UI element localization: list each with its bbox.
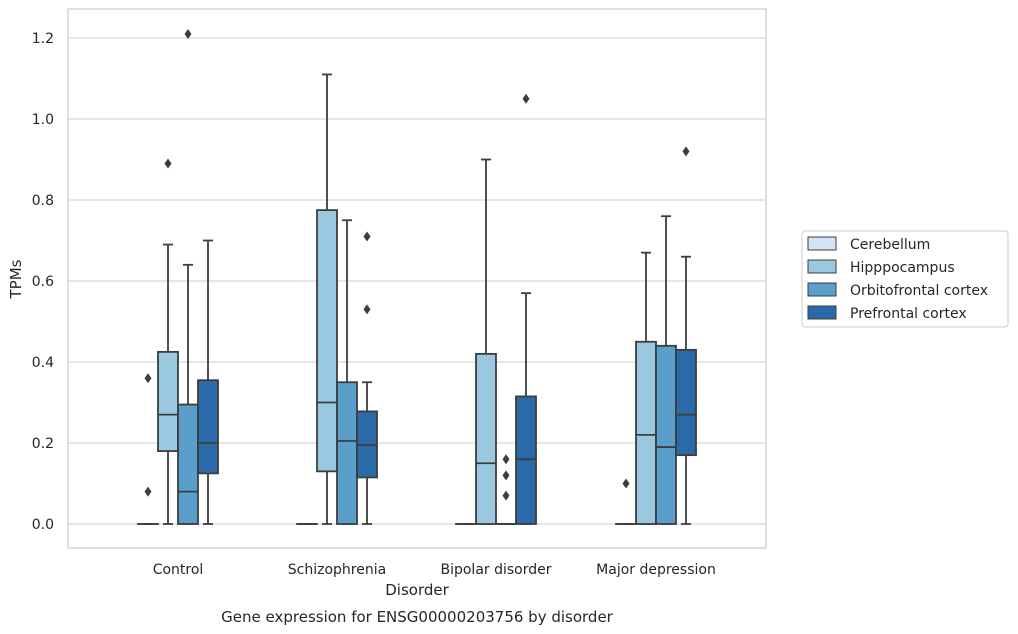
plot-area-frame (67, 8, 767, 549)
x-axis-ticks: Control Schizophrenia Bipolar disorder Majo… (153, 562, 716, 578)
outlier-marker (184, 28, 192, 39)
outlier-marker (682, 146, 690, 157)
box-iqr (655, 344, 677, 525)
legend-swatch (807, 305, 837, 320)
box-0-3 (615, 478, 637, 525)
legend-label: Orbitofrontal cortex (850, 283, 988, 299)
y-axis-ticks: 0.0 0.2 0.4 0.6 0.8 1.0 1.2 (32, 31, 54, 533)
box-iqr (157, 350, 179, 452)
outlier-marker (363, 231, 371, 242)
legend-label: Cerebellum (850, 237, 930, 253)
outlier-marker (622, 478, 630, 489)
box-1-1 (316, 73, 338, 525)
box-2-1 (336, 219, 358, 525)
outlier-marker (144, 486, 152, 497)
outlier-marker (522, 93, 530, 104)
box-0-0 (137, 373, 159, 525)
box-iqr (635, 340, 657, 525)
outlier-marker (502, 454, 510, 465)
legend-label: Hipppocampus (850, 260, 955, 276)
box-3-0 (197, 239, 219, 525)
box-2-2 (495, 454, 517, 525)
y-tick-label: 1.0 (32, 112, 54, 128)
x-axis-label: Disorder (385, 581, 449, 599)
outlier-marker (502, 490, 510, 501)
box-iqr (177, 403, 199, 525)
box-1-0 (157, 158, 179, 525)
box-iqr (197, 379, 219, 475)
outlier-marker (144, 373, 152, 384)
x-tick-label: Major depression (596, 562, 716, 578)
y-tick-label: 0.4 (32, 355, 54, 371)
box-2-3 (655, 215, 677, 525)
legend-label: Prefrontal cortex (850, 306, 967, 322)
box-3-3 (675, 146, 697, 525)
boxes (137, 28, 697, 525)
legend-swatch (807, 259, 837, 274)
box-3-1 (356, 231, 378, 525)
y-tick-label: 0.6 (32, 274, 54, 290)
y-tick-label: 0.8 (32, 193, 54, 209)
box-3-2 (515, 93, 537, 525)
box-iqr (316, 209, 338, 473)
x-tick-label: Schizophrenia (288, 562, 386, 578)
outlier-marker (363, 304, 371, 315)
box-iqr (475, 352, 497, 525)
legend: Cerebellum Hipppocampus Orbitofrontal cort… (801, 230, 1009, 328)
y-tick-label: 0.0 (32, 517, 54, 533)
box-iqr (336, 381, 358, 525)
x-tick-label: Bipolar disorder (440, 562, 551, 578)
box-2-0 (177, 28, 199, 525)
legend-frame (801, 230, 1009, 328)
box-iqr (675, 348, 697, 457)
box-1-2 (475, 158, 497, 525)
legend-swatch (807, 236, 837, 251)
y-axis-label: TPMs (7, 259, 25, 299)
legend-swatch (807, 282, 837, 297)
y-tick-label: 0.2 (32, 436, 54, 452)
outlier-marker (164, 158, 172, 169)
y-tick-label: 1.2 (32, 31, 54, 47)
x-tick-label: Control (153, 562, 204, 578)
box-1-3 (635, 251, 657, 525)
box-iqr (515, 395, 537, 525)
figure-caption: Gene expression for ENSG00000203756 by d… (221, 608, 614, 626)
outlier-marker (502, 470, 510, 481)
